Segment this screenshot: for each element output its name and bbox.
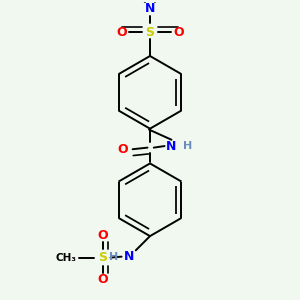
Text: N: N [124, 250, 135, 263]
Text: O: O [97, 273, 108, 286]
Text: S: S [146, 26, 154, 39]
Text: N: N [145, 2, 155, 15]
Text: N: N [166, 140, 177, 153]
Text: H: H [110, 252, 119, 262]
Text: O: O [116, 26, 127, 39]
Text: S: S [98, 251, 107, 264]
Text: H: H [184, 141, 193, 151]
Text: CH₃: CH₃ [55, 253, 76, 262]
Text: O: O [117, 143, 128, 156]
Text: O: O [97, 229, 108, 242]
Text: O: O [173, 26, 184, 39]
